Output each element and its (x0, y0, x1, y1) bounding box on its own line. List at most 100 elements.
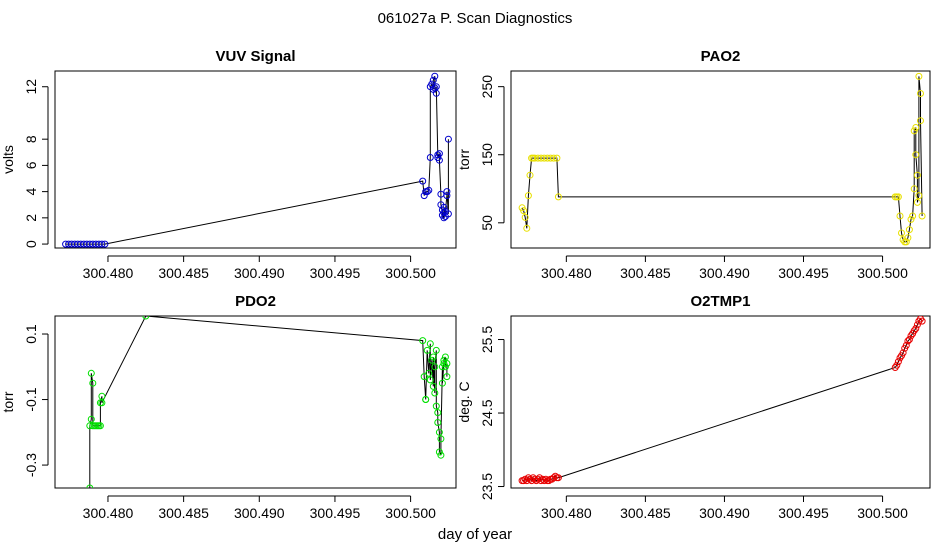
y-axis-label: volts (0, 145, 16, 174)
x-tick-label: 300.485 (158, 505, 209, 521)
data-point (425, 186, 433, 194)
data-point (540, 477, 548, 485)
data-point (907, 215, 915, 223)
data-point (429, 76, 437, 84)
y-tick-label: -0.3 (23, 453, 39, 477)
y-axis-label: torr (0, 391, 16, 412)
data-point (893, 361, 901, 369)
data-point (434, 419, 442, 426)
x-tick-label: 300.490 (234, 505, 285, 521)
data-point (531, 475, 539, 483)
x-tick-label: 300.495 (778, 265, 829, 281)
data-point (523, 224, 531, 232)
data-point (553, 154, 561, 162)
x-tick-label: 300.480 (541, 265, 592, 281)
y-tick-label: 12 (23, 79, 39, 95)
y-tick-label: 24.5 (479, 399, 495, 426)
x-tick-label: 300.480 (83, 505, 134, 521)
data-point (435, 156, 443, 164)
x-tick-label: 300.485 (620, 505, 671, 521)
y-tick-label: 23.5 (479, 473, 495, 500)
data-point (438, 363, 446, 371)
data-point (521, 213, 529, 221)
y-tick-label: 25.5 (479, 326, 495, 353)
data-point (912, 325, 920, 332)
x-tick-label: 300.480 (541, 505, 592, 521)
data-point (898, 229, 905, 237)
data-point (918, 317, 926, 325)
data-point (905, 226, 913, 234)
data-point (915, 192, 923, 200)
data-point (435, 448, 443, 456)
data-point (423, 346, 431, 354)
data-point (444, 135, 452, 143)
plot-frame (54, 70, 457, 249)
data-point (910, 327, 918, 335)
data-point (98, 240, 106, 248)
plot-frame (510, 70, 931, 249)
series-group (62, 72, 452, 248)
data-point (431, 72, 439, 80)
x-tick-label: 300.495 (310, 265, 361, 281)
data-point (432, 346, 440, 354)
data-point (426, 154, 434, 161)
data-point (524, 192, 532, 200)
panel-1: PAO2 torr 300.480 300.485 300.490 300.495 300.… (456, 48, 931, 281)
data-point (432, 83, 440, 91)
data-point (434, 409, 442, 417)
data-point (907, 332, 915, 340)
data-point (420, 373, 428, 381)
data-point (426, 340, 434, 348)
x-tick-label: 300.495 (310, 505, 361, 521)
data-point (905, 336, 913, 343)
data-point (89, 379, 97, 387)
y-tick-label: 0.1 (23, 324, 39, 344)
data-point (918, 212, 926, 220)
data-point (429, 382, 437, 390)
y-tick-label: 6 (23, 161, 39, 169)
x-tick-label: 300.500 (857, 265, 908, 281)
data-point (422, 396, 430, 403)
plot-frame (54, 315, 457, 489)
data-point (443, 192, 451, 200)
data-point (86, 484, 94, 488)
data-point (441, 363, 449, 371)
x-tick-label: 300.485 (620, 265, 671, 281)
data-point (428, 356, 436, 364)
series-group (518, 316, 926, 485)
y-tick-label: 0 (23, 240, 39, 248)
panel-0: VUV Signal volts 300.480 300.485 300.490 300.… (0, 48, 457, 281)
series-line (89, 316, 448, 488)
x-tick-label: 300.480 (83, 265, 134, 281)
data-point (904, 234, 912, 242)
data-point (438, 379, 446, 387)
data-point (894, 193, 902, 201)
data-point (899, 349, 907, 357)
x-tick-label: 300.490 (699, 265, 750, 281)
x-tick-label: 300.495 (778, 505, 829, 521)
data-point (913, 171, 921, 179)
x-tick-label: 300.500 (385, 265, 436, 281)
data-point (419, 177, 427, 185)
x-tick-label: 300.500 (385, 505, 436, 521)
data-point (432, 89, 440, 97)
data-point (440, 214, 448, 222)
data-point (425, 369, 433, 377)
data-point (101, 240, 109, 248)
panel-title: PAO2 (701, 48, 741, 65)
y-axis-label: deg. C (456, 381, 472, 422)
data-point (526, 171, 534, 179)
data-point (443, 188, 451, 196)
x-tick-label: 300.485 (158, 265, 209, 281)
data-point (435, 428, 443, 436)
panel-title: VUV Signal (215, 48, 295, 65)
panel-3: O2TMP1 deg. C 300.480 300.485 300.490 300.495… (456, 293, 931, 521)
data-point (915, 72, 923, 80)
panel-title: PDO2 (235, 293, 276, 310)
data-point (917, 117, 924, 125)
y-tick-label: 50 (479, 215, 495, 231)
y-tick-label: -0.1 (23, 387, 39, 411)
data-point (426, 376, 434, 384)
data-point (550, 154, 558, 162)
